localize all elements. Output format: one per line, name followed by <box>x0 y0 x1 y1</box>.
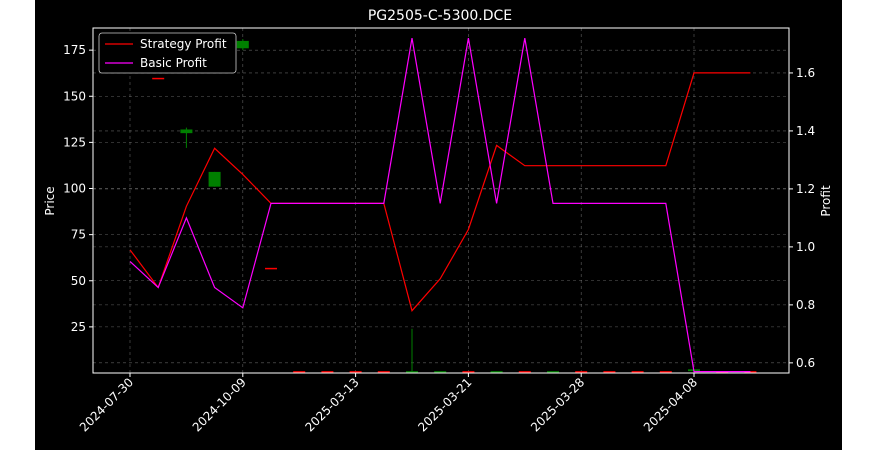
y-tick-label-profit: 0.6 <box>796 356 815 370</box>
candle-body <box>265 267 277 270</box>
candle-body <box>349 371 362 373</box>
candle-body <box>208 171 221 187</box>
axes: 2024-07-30 2024-10-09 2025-03-13 2025-03-21… <box>63 43 815 434</box>
candle-body <box>659 371 672 373</box>
candle-body <box>603 371 616 373</box>
y-tick-label-profit: 1.2 <box>796 182 815 196</box>
legend-box <box>98 32 237 74</box>
x-tick-label: 2024-10-09 <box>190 375 249 434</box>
y-tick-label-price: 150 <box>63 89 86 103</box>
y-tick-label-price: 125 <box>63 135 86 149</box>
profit-lines <box>129 37 751 373</box>
candle-body <box>575 371 588 373</box>
legend-label-strategy-profit: Strategy Profit <box>140 37 227 51</box>
candle-body <box>490 371 503 373</box>
y-tick-label-price: 25 <box>71 320 86 334</box>
series-line-strategy-profit <box>129 72 751 312</box>
plot-area-frame <box>92 27 790 374</box>
y-tick-label-profit: 0.8 <box>796 298 815 312</box>
y-tick-label-profit: 1.6 <box>796 66 815 80</box>
y-tick-label-price: 75 <box>71 228 86 242</box>
candle-body <box>377 371 390 373</box>
candle-body <box>236 40 249 49</box>
candle-body <box>321 371 334 373</box>
y-axis-label-price: Price <box>43 186 57 215</box>
x-tick-label: 2025-03-28 <box>528 375 587 434</box>
chart-figure: PG2505-C-5300.DCE Price Profit 2024-07-3… <box>35 0 842 450</box>
candle-body <box>406 371 418 373</box>
x-tick-label: 2025-03-13 <box>303 375 362 434</box>
candle-body <box>462 371 475 373</box>
candle-body <box>434 371 447 373</box>
chart-svg: PG2505-C-5300.DCE Price Profit 2024-07-3… <box>43 8 833 434</box>
legend-label-basic-profit: Basic Profit <box>140 56 207 70</box>
y-tick-label-profit: 1.4 <box>796 124 815 138</box>
chart-title: PG2505-C-5300.DCE <box>368 8 512 24</box>
series-line-basic-profit <box>129 37 751 373</box>
y-tick-label-price: 175 <box>63 43 86 57</box>
x-tick-label: 2025-03-21 <box>415 375 474 434</box>
candle-body <box>180 129 193 134</box>
x-tick-label: 2024-07-30 <box>77 375 136 434</box>
y-tick-label-price: 50 <box>71 274 86 288</box>
candle-body <box>631 371 644 373</box>
candle-body <box>152 77 165 80</box>
candle-body <box>547 371 559 373</box>
candle-body <box>518 371 531 373</box>
x-tick-label: 2025-04-08 <box>641 375 700 434</box>
y-tick-label-price: 100 <box>63 182 86 196</box>
y-axis-label-profit: Profit <box>819 185 833 217</box>
candle-body <box>293 371 306 373</box>
y-tick-label-profit: 1.0 <box>796 240 815 254</box>
legend: Strategy Profit Basic Profit <box>98 32 237 74</box>
